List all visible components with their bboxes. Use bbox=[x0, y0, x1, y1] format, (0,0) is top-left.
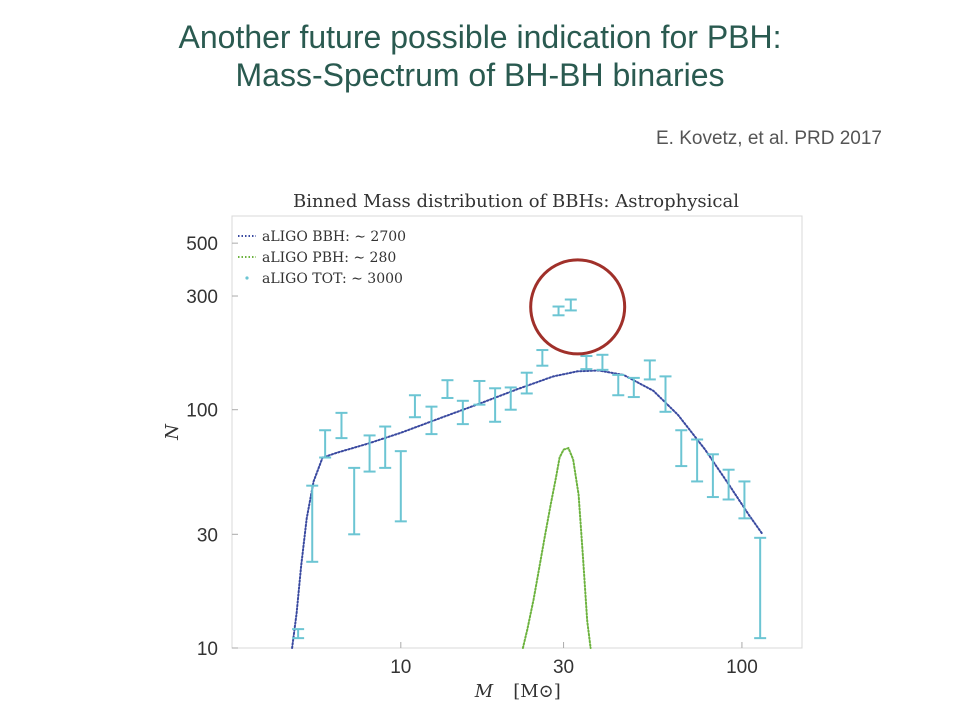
errorbar-point bbox=[425, 405, 438, 436]
errorbar-point bbox=[363, 434, 376, 473]
errorbar-point bbox=[536, 349, 549, 367]
slide-title-line-1: Another future possible indication for P… bbox=[178, 19, 782, 55]
errorbar-point bbox=[319, 429, 332, 459]
x-axis-unit: [M⊙] bbox=[513, 681, 561, 702]
errorbar-point bbox=[306, 484, 319, 563]
errorbar-point bbox=[292, 628, 305, 640]
x-tick-label: 30 bbox=[553, 657, 574, 678]
errorbar-point bbox=[473, 379, 486, 406]
plot-frame bbox=[231, 215, 803, 649]
legend-label-2: aLIGO TOT: ∼ 3000 bbox=[262, 271, 403, 287]
axes-layer: 10 30 100 10 30 100 300 500 bbox=[186, 234, 757, 678]
y-tick-label: 300 bbox=[186, 287, 218, 308]
chart-title: Binned Mass distribution of BBHs: Astrop… bbox=[293, 191, 739, 212]
errorbar-point bbox=[394, 450, 407, 523]
x-axis-label: M bbox=[474, 681, 494, 702]
errorbar-point bbox=[504, 386, 517, 411]
errorbar-point bbox=[596, 353, 609, 371]
y-axis-label: N bbox=[162, 423, 183, 441]
series-layer bbox=[291, 298, 767, 649]
errorbar-point bbox=[335, 411, 348, 440]
errorbar-point bbox=[659, 375, 672, 413]
y-tick-label: 500 bbox=[186, 234, 218, 255]
errorbar-point bbox=[691, 438, 704, 483]
legend-swatch-2 bbox=[245, 276, 249, 280]
errorbar-point bbox=[489, 387, 502, 423]
highlight-circle bbox=[529, 258, 627, 356]
errorbar-point bbox=[552, 305, 565, 317]
annotation-layer bbox=[529, 258, 627, 356]
errorbar-point bbox=[408, 394, 421, 419]
errorbar-point bbox=[348, 466, 361, 536]
series-line-0 bbox=[291, 369, 764, 649]
slide-title: Another future possible indication for P… bbox=[0, 18, 960, 94]
errorbar-point bbox=[612, 373, 625, 397]
errorbar-point bbox=[675, 429, 688, 468]
errorbar-point bbox=[754, 536, 767, 640]
errorbar-point bbox=[520, 371, 533, 395]
errorbar-point bbox=[643, 359, 656, 381]
x-tick-label: 10 bbox=[390, 657, 411, 678]
errorbar-point bbox=[722, 468, 735, 501]
errorbar-point bbox=[441, 379, 454, 399]
errorbar-point bbox=[456, 399, 469, 426]
x-tick-label: 100 bbox=[726, 657, 758, 678]
errorbar-point bbox=[706, 453, 719, 499]
legend-label-1: aLIGO PBH: ∼ 280 bbox=[262, 250, 396, 266]
y-tick-label: 30 bbox=[197, 525, 218, 546]
slide-title-line-2: Mass-Spectrum of BH-BH binaries bbox=[235, 57, 725, 93]
y-tick-label: 100 bbox=[186, 401, 218, 422]
errorbar-point bbox=[580, 355, 593, 371]
legend-label-0: aLIGO BBH: ∼ 2700 bbox=[262, 229, 406, 245]
y-tick-label: 10 bbox=[197, 639, 218, 660]
citation: E. Kovetz, et al. PRD 2017 bbox=[655, 128, 882, 149]
errorbar-point bbox=[738, 480, 751, 520]
errorbar-point bbox=[627, 376, 640, 399]
legend: aLIGO BBH: ∼ 2700 aLIGO PBH: ∼ 280 aLIGO T… bbox=[238, 229, 406, 287]
series-line-1 bbox=[521, 446, 592, 649]
errorbar-point bbox=[379, 425, 392, 469]
errorbar-point bbox=[564, 298, 577, 312]
